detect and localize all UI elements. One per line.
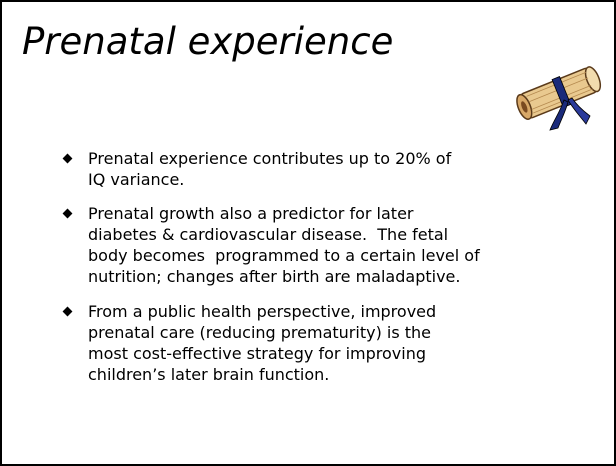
bullet-text-line: body becomes programmed to a certain lev… — [88, 245, 480, 266]
bullet-text-line: Prenatal growth also a predictor for lat… — [88, 203, 480, 224]
bullet-text-line: diabetes & cardiovascular disease. The f… — [88, 224, 480, 245]
slide: Prenatal experience Prenatal experience … — [0, 0, 616, 466]
bullet-marker — [63, 154, 73, 164]
bullet-text-line: prenatal care (reducing prematurity) is … — [88, 322, 436, 343]
bullet-marker — [63, 307, 73, 317]
bullet-item: Prenatal experience contributes up to 20… — [64, 148, 427, 190]
diploma-clipart — [514, 54, 604, 136]
bullet-text-line: children’s later brain function. — [88, 364, 436, 385]
bullet-text-line: From a public health perspective, improv… — [88, 301, 436, 322]
bullet-text-line: most cost-effective strategy for improvi… — [88, 343, 436, 364]
bullet-item: From a public health perspective, improv… — [64, 301, 412, 385]
slide-title: Prenatal experience — [22, 20, 393, 63]
bullet-text-line: nutrition; changes after birth are malad… — [88, 266, 480, 287]
bullet-item: Prenatal growth also a predictor for lat… — [64, 203, 456, 287]
bullet-marker — [63, 209, 73, 219]
bullet-text-line: IQ variance. — [88, 169, 451, 190]
bullet-text-line: Prenatal experience contributes up to 20… — [88, 148, 451, 169]
